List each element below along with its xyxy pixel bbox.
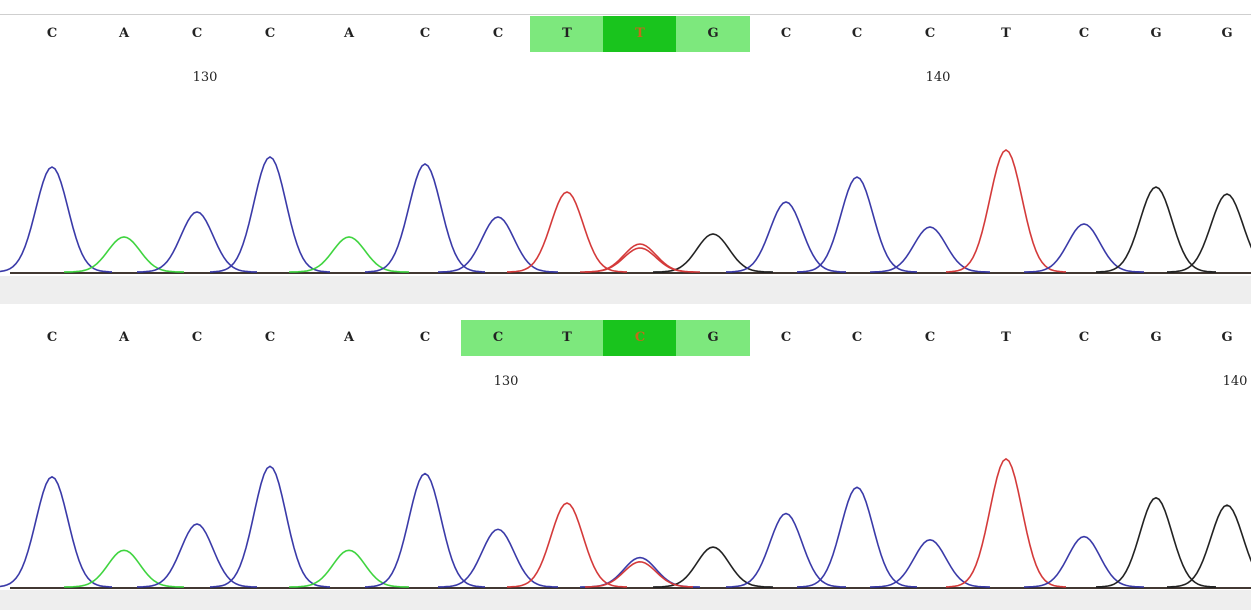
base-call[interactable]: C [419, 26, 431, 41]
peak-g [652, 233, 774, 273]
peak-a [288, 236, 410, 273]
base-call[interactable]: C [46, 330, 58, 345]
peak-c [1023, 535, 1145, 588]
peak-c [0, 166, 113, 273]
peak-c [137, 211, 257, 273]
peak-c [869, 226, 991, 273]
chromatogram-panel-top: C A C C A C C T T G C C C T C G G 130 140 [0, 0, 1251, 304]
panel-separator-strip [0, 276, 1251, 304]
peak-c [437, 216, 559, 273]
base-call[interactable]: G [1221, 330, 1233, 345]
peak-c [726, 201, 846, 273]
secondary-peak [585, 247, 694, 273]
bottom-strip [0, 590, 1251, 610]
base-call[interactable]: C [264, 330, 276, 345]
base-call[interactable]: C [924, 26, 936, 41]
peak-c [726, 512, 846, 588]
base-call[interactable]: C [634, 330, 646, 345]
base-call[interactable]: C [1078, 330, 1090, 345]
base-call[interactable]: G [1150, 330, 1162, 345]
trace-graph-bottom [0, 457, 1251, 589]
base-call[interactable]: G [1150, 26, 1162, 41]
base-call[interactable]: T [1001, 26, 1011, 41]
base-call[interactable]: C [924, 330, 936, 345]
base-call[interactable]: C [851, 26, 863, 41]
region-highlight [676, 320, 750, 356]
peak-c [209, 156, 331, 273]
region-highlight [676, 16, 750, 52]
variant-highlight [603, 320, 677, 356]
base-call[interactable]: G [1221, 26, 1233, 41]
base-call[interactable]: C [780, 26, 792, 41]
base-call[interactable]: C [492, 330, 504, 345]
region-highlight [461, 320, 535, 356]
peak-c [209, 465, 331, 588]
base-call[interactable]: T [1001, 330, 1011, 345]
peak-g [1167, 504, 1251, 588]
base-call[interactable]: A [343, 330, 355, 345]
base-call[interactable]: C [1078, 26, 1090, 41]
base-call[interactable]: C [492, 26, 504, 41]
base-call[interactable]: A [118, 330, 130, 345]
peak-c [0, 475, 113, 588]
peak-c [869, 538, 991, 588]
top-divider [0, 14, 1251, 15]
base-call[interactable]: C [264, 26, 276, 41]
peak-g [652, 546, 774, 588]
base-call[interactable]: C [780, 330, 792, 345]
trace-graph-top [0, 149, 1251, 274]
peak-g [1167, 193, 1251, 273]
base-call[interactable]: T [635, 26, 645, 41]
base-call[interactable]: C [851, 330, 863, 345]
peak-g [1095, 496, 1217, 588]
base-call[interactable]: G [707, 26, 719, 41]
base-call-row-bottom: C A C C A C C T C G C C C T C G G 130 140 [0, 320, 1251, 389]
peak-t [945, 149, 1067, 273]
base-call[interactable]: A [343, 26, 355, 41]
peak-a [63, 236, 185, 273]
base-call[interactable]: G [707, 330, 719, 345]
peak-c [796, 176, 918, 273]
peak-c [364, 472, 486, 588]
peak-c [438, 528, 558, 588]
region-highlight [530, 16, 604, 52]
variant-highlight [603, 16, 677, 52]
base-call[interactable]: C [46, 26, 58, 41]
base-call[interactable]: A [118, 26, 130, 41]
base-call[interactable]: C [191, 330, 203, 345]
peak-a [288, 549, 410, 588]
peak-t [945, 457, 1067, 588]
peak-c [1023, 223, 1145, 273]
region-highlight [530, 320, 604, 356]
base-call[interactable]: C [419, 330, 431, 345]
chromatogram-panel-bottom: C A C C A C C T C G C C C T C G G 130 140 [0, 304, 1251, 610]
position-label: 130 [192, 70, 218, 85]
position-label: 140 [925, 70, 951, 85]
position-label: 130 [493, 374, 519, 389]
peak-c [137, 523, 257, 588]
peak-g [1096, 186, 1216, 273]
base-call-row-top: C A C C A C C T T G C C C T C G G 130 140 [0, 16, 1251, 85]
position-label: 140 [1222, 374, 1248, 389]
peak-c [364, 163, 486, 273]
base-call[interactable]: T [562, 26, 572, 41]
base-call[interactable]: C [191, 26, 203, 41]
base-call[interactable]: T [562, 330, 572, 345]
